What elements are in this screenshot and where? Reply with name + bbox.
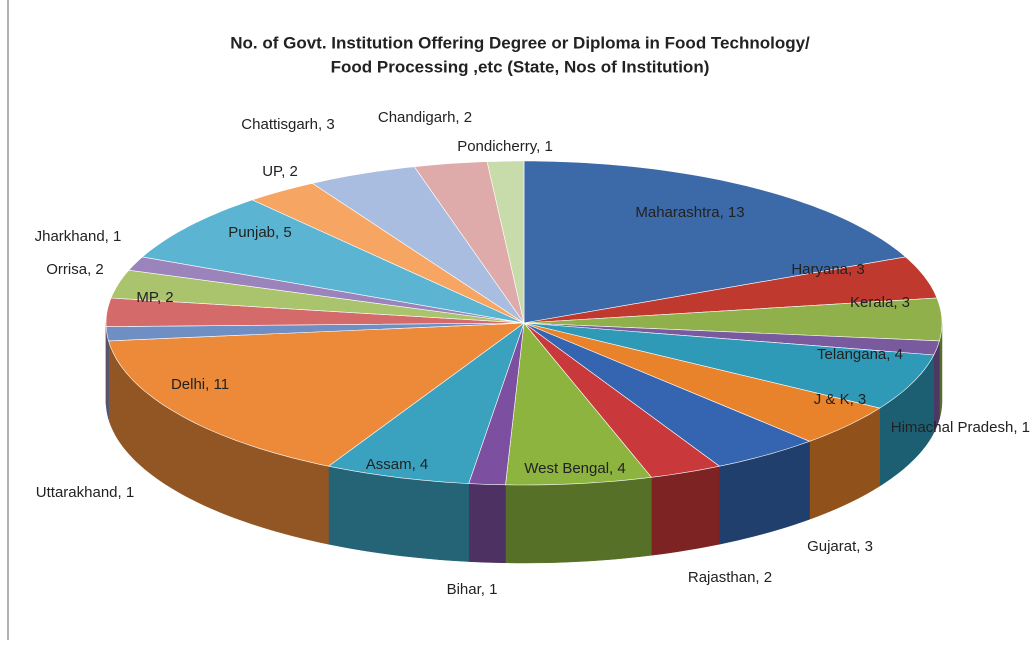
slice-side <box>468 483 506 564</box>
slice <box>523 297 943 342</box>
slice-label: Bihar, 1 <box>447 581 498 598</box>
slice-label: Chandigarh, 2 <box>378 109 472 126</box>
slice <box>523 322 881 442</box>
slice <box>108 322 525 467</box>
slice-label: MP, 2 <box>136 289 173 306</box>
slice-label: Kerala, 3 <box>850 294 910 311</box>
slice-label: Himachal Pradesh, 1 <box>891 419 1030 436</box>
slice-label: Uttarakhand, 1 <box>36 484 134 501</box>
slice-label: Haryana, 3 <box>791 261 864 278</box>
slice <box>413 161 525 324</box>
slice-label: Orrisa, 2 <box>46 261 104 278</box>
slice <box>523 160 907 324</box>
slice-label: Telangana, 4 <box>817 346 903 363</box>
slice <box>251 182 525 324</box>
slice-label: Jharkhand, 1 <box>35 228 122 245</box>
slice-side <box>651 465 720 556</box>
slice-label: Delhi, 11 <box>171 376 229 393</box>
slice-label: Pondicherry, 1 <box>457 138 553 155</box>
slice-side <box>505 477 652 564</box>
slice <box>523 322 935 409</box>
slice-label: Rajasthan, 2 <box>688 569 772 586</box>
chart-title: Food Processing ,etc (State, Nos of Inst… <box>331 57 710 76</box>
slice <box>141 199 525 324</box>
slice-label: Gujarat, 3 <box>807 538 873 555</box>
slice-label: West Bengal, 4 <box>524 460 625 477</box>
slice-label: Assam, 4 <box>366 456 429 473</box>
slice <box>110 269 525 324</box>
slice-label: Maharashtra, 13 <box>635 204 744 221</box>
slice <box>311 166 525 324</box>
chart-title: No. of Govt. Institution Offering Degree… <box>230 33 810 52</box>
slice <box>105 297 525 327</box>
slice-label: Chattisgarh, 3 <box>241 116 334 133</box>
slice-label: J & K, 3 <box>814 391 867 408</box>
slice <box>486 160 525 324</box>
slice <box>523 256 938 324</box>
slice <box>505 322 652 486</box>
slice <box>523 322 811 467</box>
slice-label: UP, 2 <box>262 163 298 180</box>
slice <box>523 322 721 478</box>
slice <box>327 322 525 484</box>
slice-label: Punjab, 5 <box>228 224 291 241</box>
